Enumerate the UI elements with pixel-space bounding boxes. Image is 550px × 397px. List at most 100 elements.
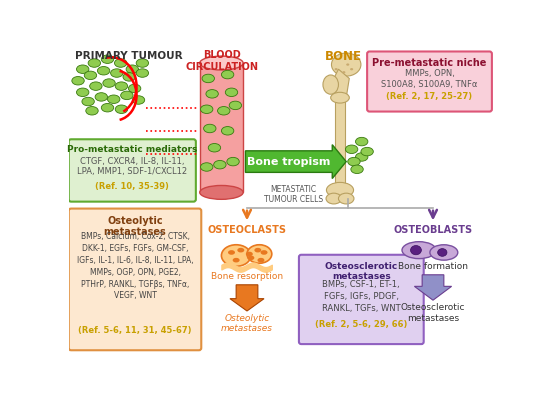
Text: (Ref. 2, 5-6, 29, 66): (Ref. 2, 5-6, 29, 66) xyxy=(315,320,408,329)
Ellipse shape xyxy=(116,82,128,91)
Ellipse shape xyxy=(227,157,239,166)
Text: Osteosclerotic
metastases: Osteosclerotic metastases xyxy=(324,262,398,281)
Text: BMPs, CSF-1, ET-1,
FGFs, IGFs, PDGF,
RANKL, TGFs, WNT: BMPs, CSF-1, ET-1, FGFs, IGFs, PDGF, RAN… xyxy=(322,280,400,313)
Ellipse shape xyxy=(327,182,354,198)
Text: Bone resorption: Bone resorption xyxy=(211,272,283,281)
Ellipse shape xyxy=(246,252,253,256)
Text: Bone tropism: Bone tropism xyxy=(247,156,331,167)
Ellipse shape xyxy=(402,242,436,258)
Text: BMPs, Calcium, Cox-2, CTSK,
DKK-1, EGFs, FGFs, GM-CSF,
IGFs, IL-1, IL-6, IL-8, I: BMPs, Calcium, Cox-2, CTSK, DKK-1, EGFs,… xyxy=(76,232,194,301)
Text: MMPs, OPN,
S100A8, S100A9, TNFα: MMPs, OPN, S100A8, S100A9, TNFα xyxy=(381,69,478,89)
Polygon shape xyxy=(414,275,452,300)
Ellipse shape xyxy=(355,137,368,146)
Ellipse shape xyxy=(101,104,114,112)
Text: BLOOD
CIRCULATION: BLOOD CIRCULATION xyxy=(186,50,258,71)
Text: Osteolytic
metastases: Osteolytic metastases xyxy=(221,314,273,333)
Ellipse shape xyxy=(226,88,238,96)
Polygon shape xyxy=(245,145,346,179)
Ellipse shape xyxy=(222,127,234,135)
Ellipse shape xyxy=(218,106,230,115)
Ellipse shape xyxy=(95,93,107,101)
Ellipse shape xyxy=(438,249,447,256)
Ellipse shape xyxy=(254,248,261,252)
FancyBboxPatch shape xyxy=(69,139,196,202)
Ellipse shape xyxy=(345,145,358,154)
Text: Osteosclerotic
metastases: Osteosclerotic metastases xyxy=(401,303,465,323)
Ellipse shape xyxy=(129,84,141,93)
Ellipse shape xyxy=(111,69,123,77)
Ellipse shape xyxy=(97,67,110,75)
Ellipse shape xyxy=(247,245,272,263)
Ellipse shape xyxy=(204,124,216,133)
Ellipse shape xyxy=(237,248,244,252)
Text: Bone formation: Bone formation xyxy=(398,262,468,271)
Ellipse shape xyxy=(88,59,101,67)
Ellipse shape xyxy=(351,165,363,173)
Ellipse shape xyxy=(228,250,235,255)
Polygon shape xyxy=(230,285,264,311)
Ellipse shape xyxy=(202,74,214,83)
Ellipse shape xyxy=(116,105,128,114)
Ellipse shape xyxy=(84,71,97,79)
Ellipse shape xyxy=(323,75,338,94)
Ellipse shape xyxy=(350,68,353,70)
Ellipse shape xyxy=(107,95,120,104)
Ellipse shape xyxy=(101,55,114,64)
Ellipse shape xyxy=(86,106,98,115)
Ellipse shape xyxy=(72,77,84,85)
Ellipse shape xyxy=(332,53,361,76)
Text: (Ref. 5-6, 11, 31, 45-67): (Ref. 5-6, 11, 31, 45-67) xyxy=(78,326,192,335)
Text: CTGF, CXCR4, IL-8, IL-11,
LPA, MMP1, SDF-1/CXCL12: CTGF, CXCR4, IL-8, IL-11, LPA, MMP1, SDF… xyxy=(77,157,188,176)
Text: BONE: BONE xyxy=(326,50,362,63)
Ellipse shape xyxy=(430,245,458,260)
Ellipse shape xyxy=(257,258,265,262)
Ellipse shape xyxy=(200,185,243,199)
Ellipse shape xyxy=(229,101,241,110)
Text: Pro-metastatic mediators: Pro-metastatic mediators xyxy=(67,145,197,154)
Ellipse shape xyxy=(213,160,226,169)
Ellipse shape xyxy=(76,88,89,96)
Ellipse shape xyxy=(334,68,338,70)
Text: Pre-metastatic niche: Pre-metastatic niche xyxy=(372,58,487,68)
Ellipse shape xyxy=(123,73,135,81)
Text: (Ref. 2, 17, 25-27): (Ref. 2, 17, 25-27) xyxy=(387,92,472,101)
Ellipse shape xyxy=(126,65,139,73)
Ellipse shape xyxy=(233,258,240,262)
Ellipse shape xyxy=(136,59,149,67)
Ellipse shape xyxy=(114,59,127,67)
FancyBboxPatch shape xyxy=(367,52,492,112)
Ellipse shape xyxy=(133,96,145,104)
Ellipse shape xyxy=(201,105,213,114)
Ellipse shape xyxy=(342,71,345,73)
Ellipse shape xyxy=(136,69,149,77)
Ellipse shape xyxy=(82,97,95,106)
FancyBboxPatch shape xyxy=(299,255,424,344)
Ellipse shape xyxy=(103,79,115,87)
Ellipse shape xyxy=(248,256,254,260)
FancyBboxPatch shape xyxy=(69,208,201,350)
Ellipse shape xyxy=(338,193,354,204)
Text: PRIMARY TUMOUR: PRIMARY TUMOUR xyxy=(75,52,183,62)
Bar xyxy=(200,63,243,193)
Ellipse shape xyxy=(208,143,221,152)
Text: OSTEOCLASTS: OSTEOCLASTS xyxy=(207,225,287,235)
Ellipse shape xyxy=(200,56,243,70)
Ellipse shape xyxy=(361,147,373,156)
Ellipse shape xyxy=(76,65,89,73)
Ellipse shape xyxy=(348,157,360,166)
Text: Osteolytic
metastases: Osteolytic metastases xyxy=(103,216,167,237)
Ellipse shape xyxy=(410,245,421,255)
Ellipse shape xyxy=(326,193,342,204)
Text: (Ref. 10, 35-39): (Ref. 10, 35-39) xyxy=(95,181,169,191)
Ellipse shape xyxy=(222,70,234,79)
Text: OSTEOBLASTS: OSTEOBLASTS xyxy=(393,225,472,235)
Ellipse shape xyxy=(206,90,218,98)
Ellipse shape xyxy=(201,163,213,171)
Ellipse shape xyxy=(120,91,133,100)
Bar xyxy=(334,98,345,190)
Ellipse shape xyxy=(346,64,349,66)
Text: METASTATIC
TUMOUR CELLS: METASTATIC TUMOUR CELLS xyxy=(264,185,323,204)
Ellipse shape xyxy=(331,92,349,103)
Ellipse shape xyxy=(222,245,251,266)
Ellipse shape xyxy=(355,153,368,161)
